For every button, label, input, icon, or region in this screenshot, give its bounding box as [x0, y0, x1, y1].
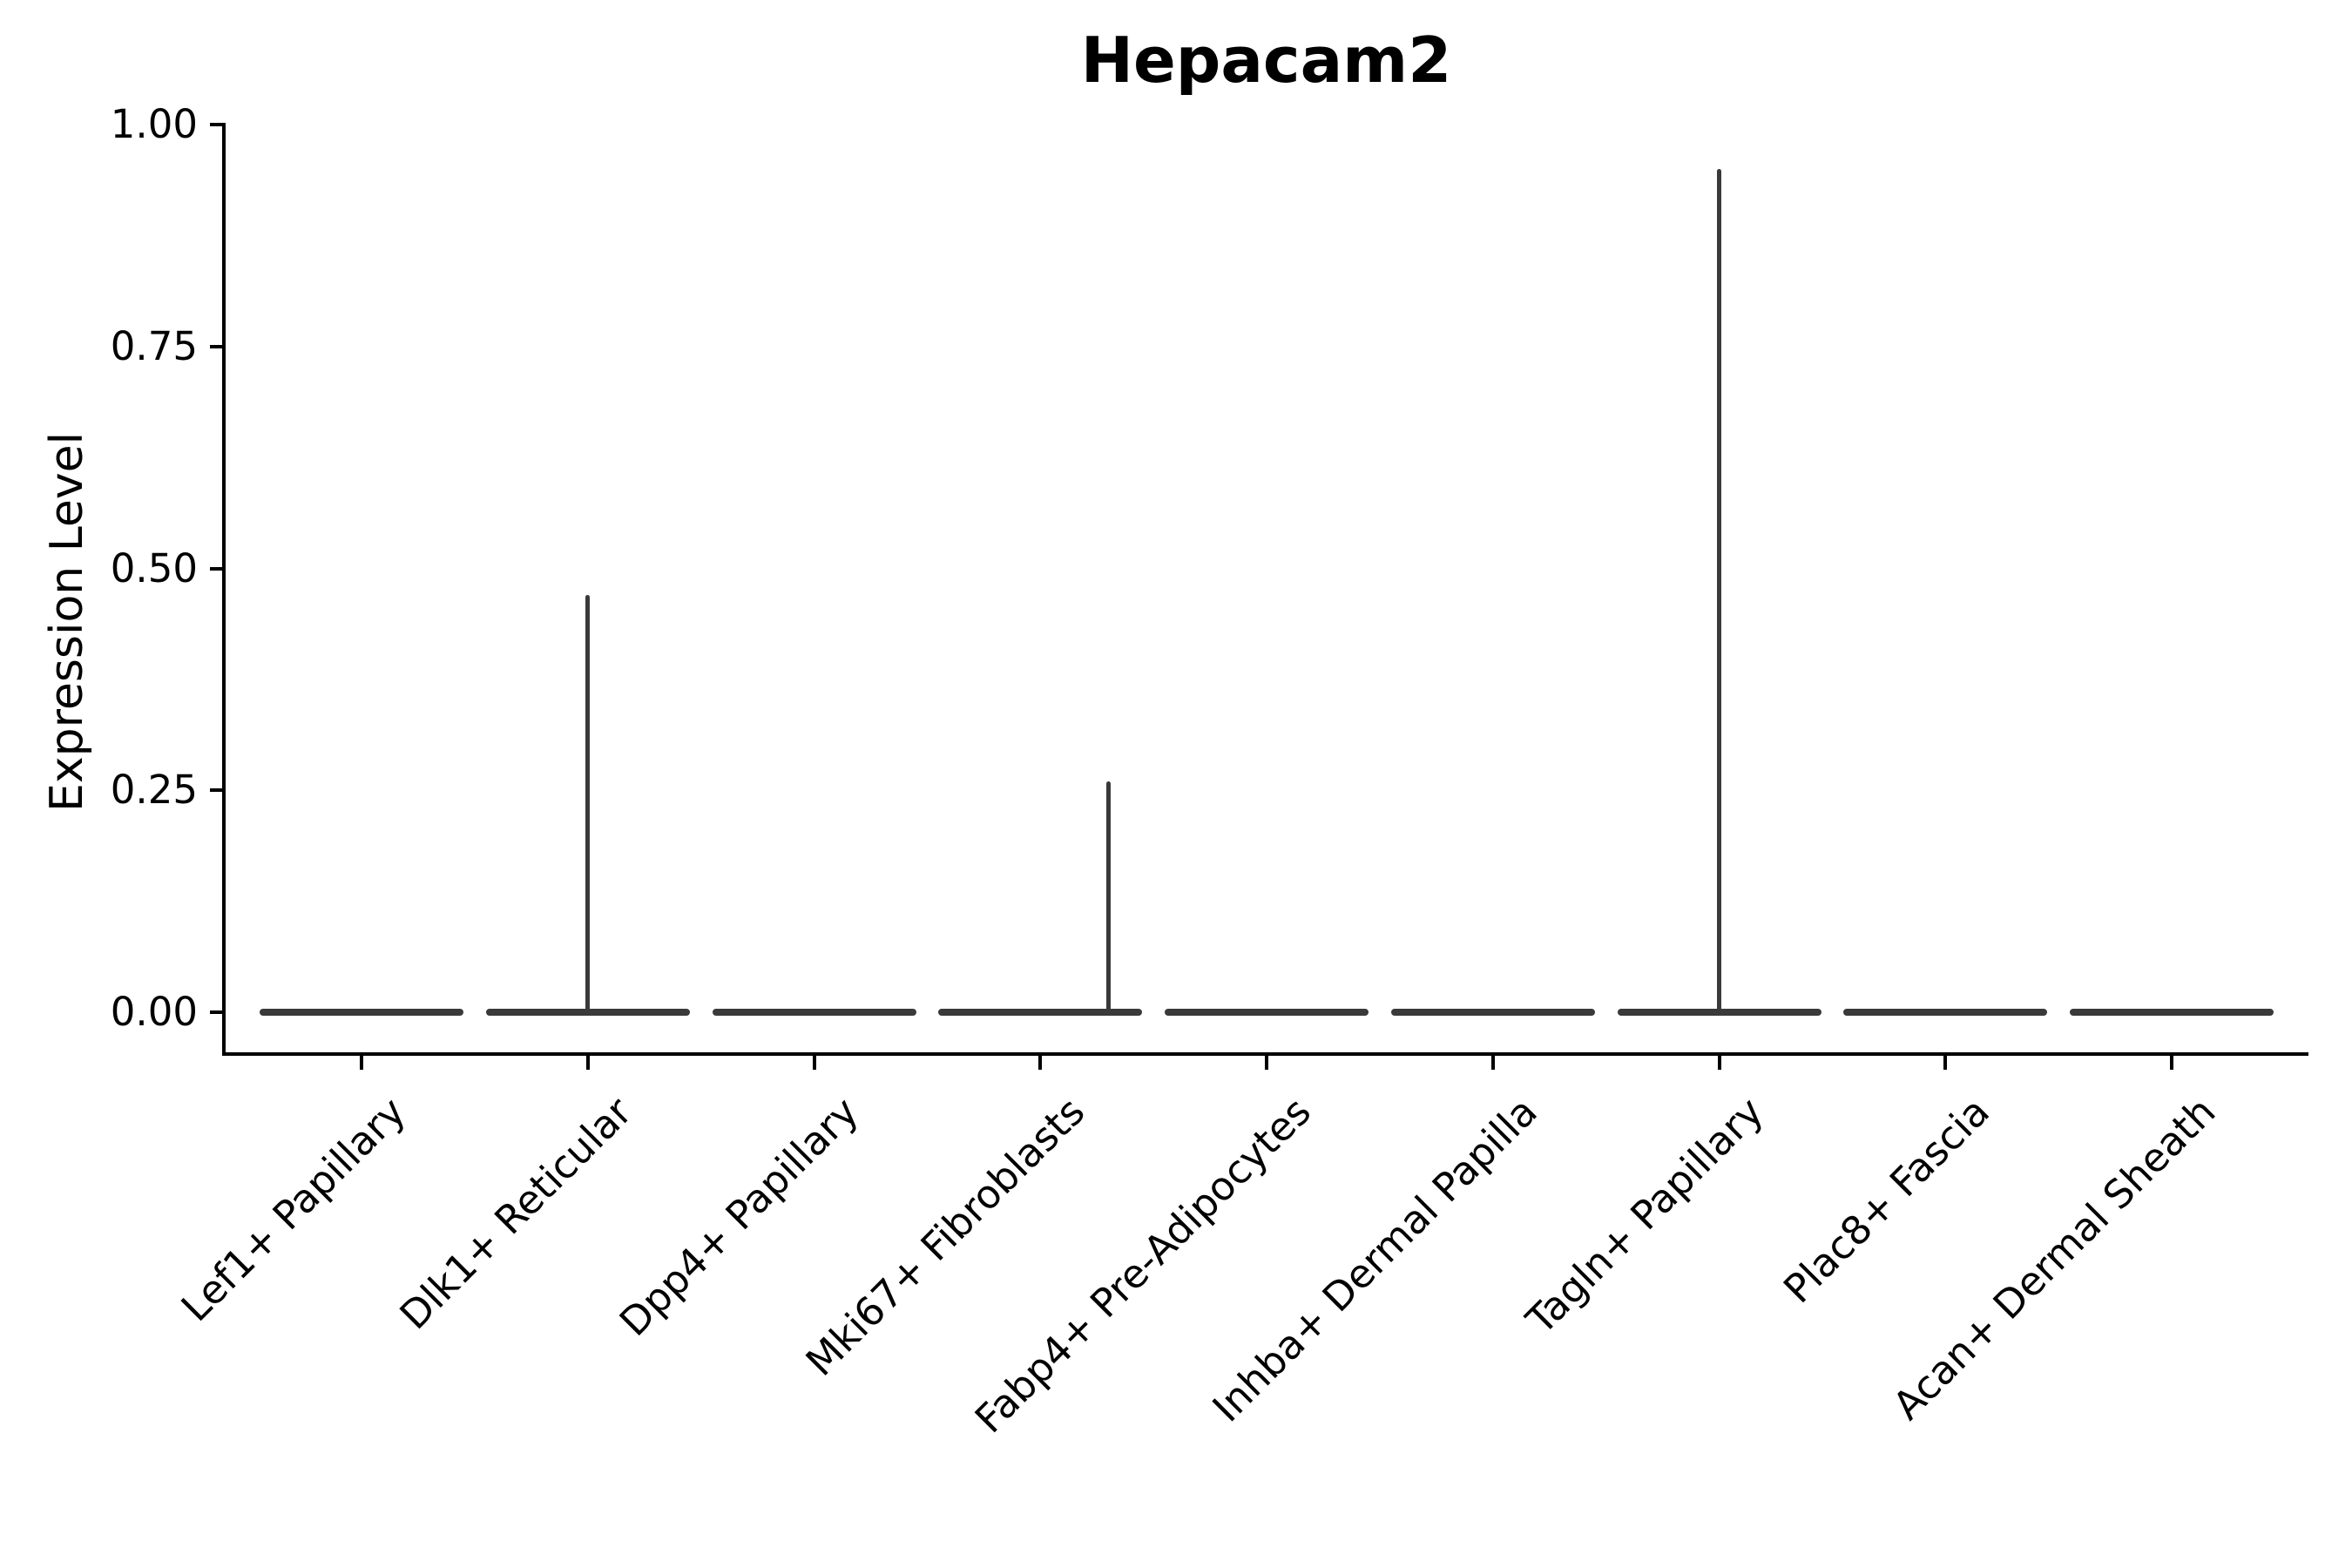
violin-spike: [1105, 781, 1111, 1015]
x-tick-mark: [1490, 1056, 1495, 1070]
x-tick-label: Tagln+ Papillary: [1517, 1088, 1773, 1343]
y-tick-label: 1.00: [110, 101, 198, 147]
violin-body: [2070, 1009, 2274, 1016]
x-tick-mark: [1717, 1056, 1721, 1070]
y-tick-label: 0.75: [110, 322, 198, 369]
x-axis-line: [222, 1052, 2308, 1056]
violin-body: [260, 1009, 463, 1016]
x-tick-mark: [1943, 1056, 1948, 1070]
y-tick-mark: [210, 1010, 224, 1014]
y-axis-label: Expression Level: [41, 431, 93, 813]
violin-body: [1165, 1009, 1369, 1016]
violin-body: [1390, 1009, 1595, 1016]
violin-body: [1843, 1009, 2048, 1016]
x-tick-mark: [1038, 1056, 1043, 1070]
y-tick-mark: [210, 566, 224, 571]
y-tick-label: 0.25: [110, 767, 198, 814]
plot-title: Hepacam2: [1080, 24, 1452, 97]
x-tick-mark: [585, 1056, 590, 1070]
x-tick-mark: [360, 1056, 363, 1070]
x-tick-mark: [1265, 1056, 1268, 1070]
x-tick-label: Plac8+ Fascia: [1774, 1088, 1999, 1313]
y-axis-line: [222, 123, 226, 1056]
x-tick-mark: [2170, 1056, 2173, 1070]
x-tick-mark: [812, 1056, 816, 1070]
violin-spike: [585, 595, 591, 1015]
violin-body: [938, 1009, 1143, 1016]
violin-spike: [1717, 168, 1721, 1015]
y-tick-mark: [210, 788, 224, 793]
y-tick-label: 0.00: [110, 989, 198, 1035]
y-tick-mark: [210, 123, 224, 126]
x-tick-label: Dpp4+ Papillary: [610, 1088, 868, 1346]
x-tick-label: Dlk1+ Reticular: [390, 1088, 641, 1339]
x-tick-label: Lef1+ Papillary: [172, 1088, 415, 1331]
y-tick-label: 0.50: [110, 544, 198, 591]
violin-body: [712, 1009, 916, 1016]
y-tick-mark: [210, 344, 224, 348]
